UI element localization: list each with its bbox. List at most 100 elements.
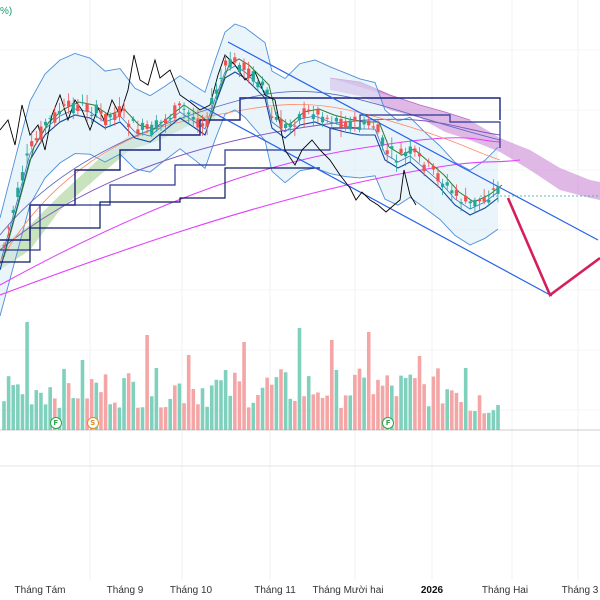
candle-up: [131, 118, 135, 121]
x-tick-label: Tháng 3: [561, 585, 599, 596]
candlesticks: [2, 51, 500, 251]
x-tick-label: Tháng 10: [169, 585, 213, 596]
volume-bar-up: [334, 370, 339, 430]
candle-down: [417, 153, 422, 157]
candle-down: [67, 100, 71, 107]
candle-down: [477, 199, 482, 202]
volume-bar-down: [413, 378, 417, 430]
volume-bar-down: [186, 355, 191, 430]
volume-bar-up: [486, 412, 491, 430]
candle-down: [293, 125, 297, 127]
volume-bar-down: [316, 392, 320, 430]
candle-up: [330, 122, 334, 124]
volume-bar-up: [205, 406, 209, 430]
volume-bar-down: [103, 374, 108, 430]
volume-bar-down: [459, 402, 463, 430]
candle-up: [404, 152, 408, 157]
candle-down: [30, 141, 34, 147]
volume-bar-down: [353, 374, 357, 430]
candle-down: [136, 129, 140, 135]
volume-bar-down: [422, 384, 426, 430]
candle-down: [344, 121, 348, 128]
volume-bar-up: [297, 328, 302, 430]
volume-bar-down: [237, 381, 242, 430]
channel-lower: [189, 99, 553, 297]
candle-up: [445, 182, 449, 186]
volume-bar-down: [440, 403, 445, 430]
volume-bar-down: [468, 410, 473, 430]
ma-20: [0, 104, 501, 263]
candle-up: [334, 117, 339, 122]
volume-bar-up: [71, 398, 76, 430]
x-tick-label: Tháng Mười hai: [312, 585, 384, 596]
volume-bar-down: [99, 392, 103, 430]
candle-up: [288, 123, 292, 128]
volume-bar-down: [269, 384, 274, 430]
candle-up: [380, 137, 385, 146]
volume-bar-down: [394, 396, 399, 430]
event-marker-f[interactable]: F: [382, 417, 395, 429]
candle-down: [173, 105, 177, 119]
ma-100: [0, 137, 501, 286]
candle-down: [339, 118, 343, 128]
volume-bar-up: [274, 377, 279, 430]
candle-up: [256, 82, 260, 88]
candle-down: [99, 110, 103, 114]
step-line-3: [0, 167, 320, 263]
lagging-line: [0, 54, 417, 213]
volume-bar-up: [362, 377, 366, 430]
volume-bar-up: [473, 410, 477, 430]
candle-down: [53, 112, 57, 123]
volume-bar-up: [6, 376, 11, 430]
volume-bar-down: [196, 404, 200, 430]
candle-up: [473, 199, 477, 207]
candle-down: [233, 57, 237, 63]
volume-bar-up: [496, 405, 500, 430]
volume-bar-up: [390, 385, 394, 430]
volume-bar-down: [436, 368, 440, 430]
volume-bar-up: [251, 402, 256, 430]
candle-up: [348, 120, 352, 130]
volume-bar-down: [145, 335, 149, 430]
volume-bar-down: [279, 369, 283, 430]
volume-bar-up: [445, 389, 450, 430]
candle-up: [168, 118, 172, 120]
volume-bar-down: [191, 389, 196, 430]
volume-bar-down: [173, 385, 177, 430]
ma-50: [0, 118, 501, 251]
bollinger-lower: [0, 109, 499, 317]
candle-down: [103, 114, 108, 126]
candle-down: [307, 109, 311, 111]
volume-bar-up: [94, 382, 99, 430]
candle-up: [71, 103, 75, 114]
candle-up: [154, 120, 158, 129]
volume-bar-down: [343, 395, 348, 430]
candle-up: [468, 201, 472, 204]
candle-up: [440, 183, 445, 188]
volume-bar-up: [288, 398, 293, 430]
volume-bar-up: [463, 368, 468, 430]
tenkan-line: [0, 71, 499, 271]
volume-bar-down: [85, 398, 89, 430]
step-lines: [0, 97, 501, 263]
volume-bar-up: [62, 368, 66, 430]
event-marker-s[interactable]: S: [86, 417, 99, 429]
candle-up: [94, 104, 98, 114]
event-marker-f[interactable]: F: [49, 417, 62, 429]
volume-bar-down: [136, 407, 140, 430]
candle-up: [182, 108, 186, 110]
candle-down: [325, 117, 329, 119]
candle-up: [191, 116, 195, 120]
volume-bar-down: [482, 413, 486, 430]
volume-bar-down: [450, 390, 454, 430]
candle-down: [2, 245, 6, 247]
candle-down: [200, 123, 205, 127]
volume-bar-down: [477, 395, 482, 430]
x-tick-label: Tháng 11: [254, 585, 296, 596]
volume-bar-down: [76, 398, 80, 430]
volume-bar-up: [200, 388, 205, 430]
volume-bar-up: [403, 377, 408, 430]
candle-down: [242, 62, 246, 70]
volume-bar-up: [491, 410, 496, 430]
